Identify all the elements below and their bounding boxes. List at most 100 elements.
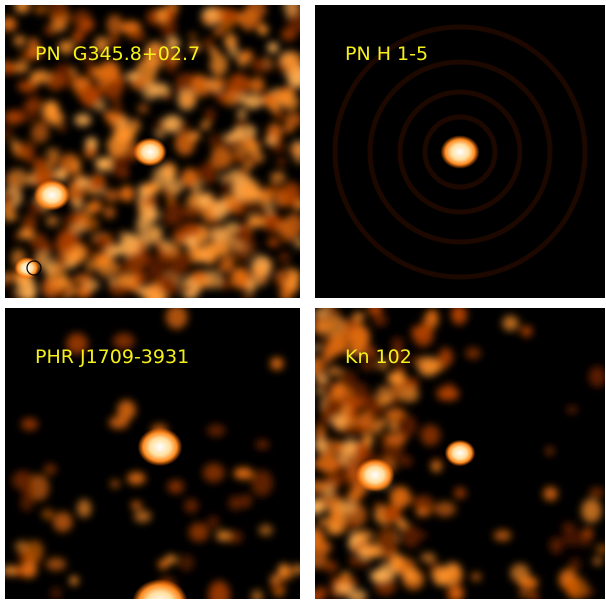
emission-blob [216, 530, 230, 541]
emission-blob [356, 559, 370, 568]
bright-source [34, 179, 70, 210]
emission-blob [81, 19, 95, 30]
emission-blob [277, 220, 290, 236]
emission-blob [25, 540, 43, 561]
emission-blob [341, 522, 358, 532]
panel-label: PN G345.8+02.7 [35, 43, 200, 65]
emission-blob [203, 37, 214, 49]
emission-blob [54, 236, 74, 254]
emission-blob [249, 78, 264, 93]
emission-blob [92, 235, 108, 247]
emission-blob [203, 463, 225, 482]
emission-blob [241, 494, 252, 508]
emission-blob [223, 9, 238, 24]
emission-blob [188, 33, 197, 39]
emission-blob [339, 330, 353, 346]
bright-source [445, 440, 476, 466]
emission-blob [134, 510, 151, 522]
emission-blob [267, 224, 277, 234]
emission-blob [510, 564, 529, 583]
emission-blob [270, 357, 283, 370]
emission-blob [421, 425, 441, 446]
emission-blob [427, 309, 439, 324]
page: PN G345.8+02.7 PN H 1-5 PHR J1709-3931 K… [0, 0, 606, 602]
emission-blob [380, 397, 391, 405]
emission-blob [47, 163, 55, 168]
emission-blob [581, 499, 601, 523]
emission-blob [466, 347, 481, 359]
emission-blob [257, 274, 267, 283]
emission-blob [44, 464, 56, 475]
bright-source [133, 138, 167, 167]
emission-blob [189, 131, 200, 141]
emission-blob [421, 553, 436, 562]
emission-blob [208, 134, 228, 148]
emission-blob [341, 500, 357, 514]
emission-blob [138, 104, 149, 114]
emission-blob [225, 133, 237, 142]
emission-blob [390, 486, 411, 508]
emission-blob [399, 455, 413, 467]
emission-blob [254, 153, 265, 163]
emission-blob [131, 501, 142, 509]
emission-blob [494, 530, 512, 541]
emission-blob [64, 215, 75, 229]
image-panel: Kn 102 [315, 308, 605, 599]
emission-blob [58, 124, 67, 132]
emission-blob [258, 25, 268, 36]
emission-blob [277, 158, 286, 167]
emission-blob [228, 496, 243, 511]
emission-blob [243, 238, 258, 256]
emission-blob [48, 266, 68, 289]
emission-blob [266, 183, 281, 193]
emission-blob [189, 523, 209, 542]
emission-blob [237, 109, 247, 117]
emission-blob [239, 167, 248, 178]
emission-blob [76, 178, 90, 188]
emission-blob [207, 516, 219, 528]
emission-blob [226, 201, 241, 213]
emission-blob [358, 412, 373, 426]
emission-blob [46, 216, 59, 227]
emission-blob [252, 266, 263, 275]
emission-blob [96, 258, 118, 278]
emission-blob [184, 206, 200, 219]
emission-blob [256, 440, 269, 450]
emission-blob [31, 123, 49, 143]
emission-blob [72, 30, 83, 43]
emission-blob [125, 253, 145, 275]
emission-blob [13, 232, 21, 241]
emission-blob [13, 35, 26, 46]
emission-blob [86, 186, 95, 194]
emission-blob [129, 119, 141, 134]
emission-blob [356, 530, 374, 541]
emission-blob [24, 152, 33, 163]
bright-source [440, 135, 479, 169]
emission-blob [331, 512, 340, 524]
emission-blob [413, 324, 434, 347]
emission-blob [21, 418, 38, 430]
emission-blob [377, 527, 399, 554]
emission-blob [104, 189, 119, 203]
emission-blob [85, 260, 98, 271]
emission-blob [321, 412, 333, 424]
emission-blob [84, 147, 97, 159]
emission-blob [371, 422, 382, 435]
emission-blob [160, 239, 171, 250]
emission-blob [53, 512, 73, 532]
emission-blob [316, 587, 327, 596]
emission-blob [330, 576, 340, 586]
emission-blob [316, 374, 328, 383]
emission-blob [546, 447, 555, 455]
emission-blob [241, 179, 262, 202]
emission-blob [370, 570, 391, 583]
emission-blob [84, 280, 101, 290]
emission-blob [290, 146, 300, 154]
emission-blob [167, 480, 184, 494]
emission-blob [21, 560, 37, 578]
emission-blob [382, 505, 402, 522]
emission-blob [161, 19, 176, 35]
emission-blob [387, 373, 406, 384]
emission-blob [153, 166, 175, 188]
emission-blob [386, 434, 405, 445]
